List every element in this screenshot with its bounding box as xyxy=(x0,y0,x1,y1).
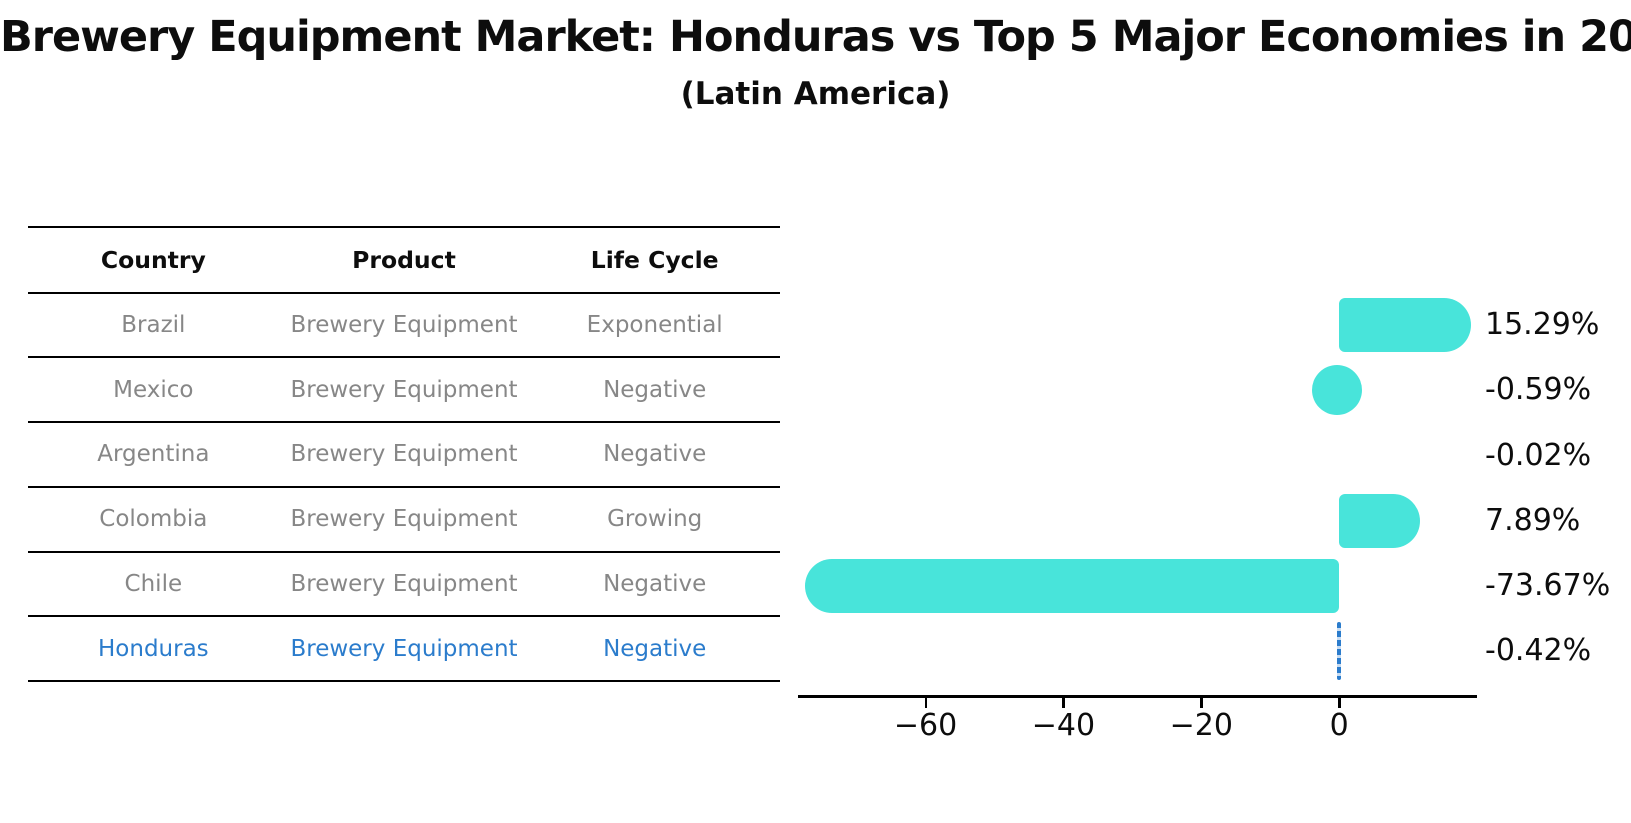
cell-product: Brewery Equipment xyxy=(290,311,518,338)
value-label: 15.29% xyxy=(1485,307,1600,343)
cell-product: Brewery Equipment xyxy=(290,571,518,598)
x-axis-line xyxy=(798,695,1477,698)
value-label: 7.89% xyxy=(1485,502,1581,538)
cell-lifecycle: Negative xyxy=(603,376,707,403)
chart-subtitle: (Latin America) xyxy=(680,76,951,112)
value-label: -0.02% xyxy=(1485,437,1592,473)
cell-lifecycle: Exponential xyxy=(586,311,723,338)
bar-highlight-dashed xyxy=(1336,622,1342,681)
cell-lifecycle: Negative xyxy=(603,635,707,662)
x-axis-tick-label: 0 xyxy=(1329,708,1349,743)
table-row: Argentina Brewery Equipment Negative xyxy=(28,423,780,488)
col-header-country: Country xyxy=(100,245,206,274)
cell-country: Colombia xyxy=(99,506,208,533)
table-row-highlight-honduras: Honduras Brewery Equipment Negative xyxy=(28,617,780,683)
cell-country: Honduras xyxy=(98,635,209,662)
value-label: -0.42% xyxy=(1485,633,1592,669)
cell-country: Mexico xyxy=(113,376,194,403)
x-axis-tick xyxy=(1338,698,1341,708)
table-header-row: Country Product Life Cycle xyxy=(28,228,780,294)
col-header-product: Product xyxy=(352,245,456,274)
bar-chile xyxy=(805,559,1340,614)
col-header-lifecycle: Life Cycle xyxy=(590,245,719,274)
table-row: Mexico Brewery Equipment Negative xyxy=(28,358,780,424)
bar-colombia xyxy=(1339,493,1420,548)
x-axis-tick xyxy=(1200,698,1203,708)
country-table: Country Product Life Cycle Brazil Brewer… xyxy=(28,226,780,683)
value-label: -0.59% xyxy=(1485,372,1592,408)
cell-product: Brewery Equipment xyxy=(290,376,518,403)
cell-country: Brazil xyxy=(121,311,186,338)
cell-lifecycle: Negative xyxy=(603,571,707,598)
cell-country: Chile xyxy=(124,571,183,598)
chart-title: Brewery Equipment Market: Honduras vs To… xyxy=(0,12,1631,62)
cell-product: Brewery Equipment xyxy=(290,635,518,662)
cell-country: Argentina xyxy=(97,441,210,468)
table-row: Brazil Brewery Equipment Exponential xyxy=(28,294,780,359)
x-axis-tick-label: −20 xyxy=(1169,708,1233,743)
bar-dot-mexico xyxy=(1312,365,1363,416)
cell-product: Brewery Equipment xyxy=(290,441,518,468)
table-row: Colombia Brewery Equipment Growing xyxy=(28,488,780,553)
value-label: -73.67% xyxy=(1485,568,1611,604)
cell-lifecycle: Growing xyxy=(607,506,703,533)
x-axis-tick xyxy=(924,698,928,708)
x-axis-tick xyxy=(1062,698,1065,708)
x-axis-tick-label: −60 xyxy=(893,708,958,743)
cell-lifecycle: Negative xyxy=(603,441,707,468)
cell-product: Brewery Equipment xyxy=(290,506,518,533)
table-row: Chile Brewery Equipment Negative xyxy=(28,553,780,618)
x-axis-tick-label: −40 xyxy=(1031,708,1096,743)
bar-brazil xyxy=(1339,298,1471,353)
